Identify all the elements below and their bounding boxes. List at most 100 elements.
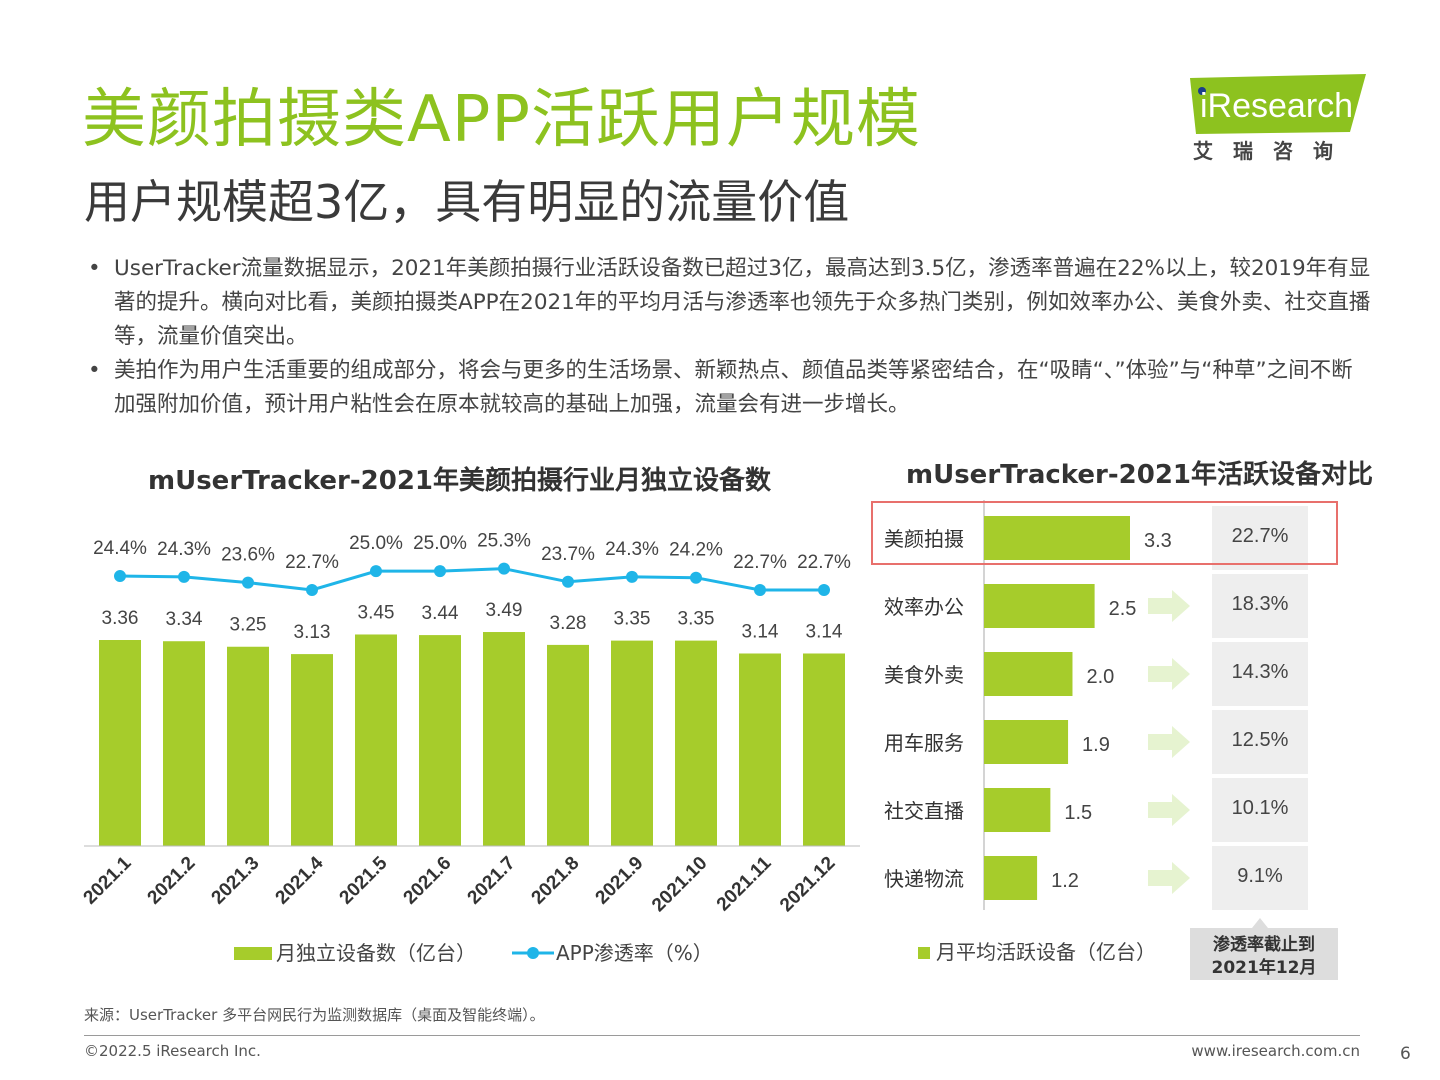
x-tick-label: 2021.6 xyxy=(400,853,456,909)
caption-line: 渗透率截止到 xyxy=(1213,934,1315,955)
x-tick-label: 2021.10 xyxy=(648,853,711,916)
penetration-cell xyxy=(1212,778,1308,842)
caption-pointer xyxy=(1252,918,1268,928)
line-value-label: 24.3% xyxy=(605,539,659,560)
bar-value-label: 3.14 xyxy=(806,621,843,642)
bar xyxy=(547,644,589,846)
legend-line-marker xyxy=(527,947,539,959)
bar xyxy=(483,632,525,846)
bar xyxy=(803,653,845,846)
line-value-label: 23.6% xyxy=(221,545,275,566)
penetration-value: 22.7% xyxy=(1232,525,1289,547)
bar xyxy=(984,856,1038,900)
penetration-cell xyxy=(1212,574,1308,638)
line-value-label: 25.0% xyxy=(413,533,467,554)
line-value-label: 24.4% xyxy=(93,538,147,559)
arrow-icon xyxy=(1148,726,1190,758)
bar xyxy=(291,654,333,846)
bar xyxy=(739,653,781,846)
logo-banner xyxy=(1190,74,1366,134)
penetration-cell xyxy=(1212,506,1308,570)
bullet-item: • 美拍作为用户生活重要的组成部分，将会与更多的生活场景、新颖热点、颜值品类等紧… xyxy=(84,354,1374,422)
category-label: 用车服务 xyxy=(884,731,964,755)
penetration-value: 9.1% xyxy=(1237,865,1283,887)
x-tick-label: 2021.8 xyxy=(528,853,584,909)
bar-value-label: 2.0 xyxy=(1086,666,1114,688)
bar xyxy=(675,640,717,846)
bar xyxy=(99,640,141,846)
line-point xyxy=(114,570,126,583)
line-point xyxy=(626,570,638,583)
penetration-value: 18.3% xyxy=(1232,593,1289,615)
website-link[interactable]: www.iresearch.com.cn xyxy=(1191,1042,1360,1060)
line-value-label: 24.3% xyxy=(157,539,211,560)
bar xyxy=(419,635,461,846)
bar xyxy=(611,640,653,846)
penetration-value: 10.1% xyxy=(1232,797,1289,819)
bar-value-label: 1.5 xyxy=(1064,802,1092,824)
caption-box xyxy=(1190,928,1338,980)
bar xyxy=(227,646,269,846)
bar-value-label: 3.45 xyxy=(358,602,395,623)
x-tick-label: 2021.9 xyxy=(592,853,648,909)
bar-value-label: 3.44 xyxy=(422,603,459,624)
bar xyxy=(984,516,1130,560)
active-device-comparison-chart: 美颜拍摄 3.3 22.7% 效率办公 2.5 18.3% 美食外卖 2.0 14.3% 用车服务… xyxy=(871,500,1338,980)
caption-line: 2021年12月 xyxy=(1212,957,1317,978)
legend-line-label: APP渗透率（%） xyxy=(556,941,713,965)
x-tick-label: 2021.11 xyxy=(713,852,776,915)
bullet-marker: • xyxy=(88,358,101,383)
bar xyxy=(984,720,1069,764)
right-chart-title: mUserTracker-2021年活跃设备对比 xyxy=(906,460,1373,490)
line-point xyxy=(242,576,254,589)
category-label: 美颜拍摄 xyxy=(884,527,964,551)
bar-value-label: 3.13 xyxy=(294,622,331,643)
line-point xyxy=(754,584,766,596)
line-point xyxy=(178,570,190,583)
bar-value-label: 3.25 xyxy=(230,615,267,636)
bar-value-label: 3.34 xyxy=(166,609,203,630)
category-label: 快递物流 xyxy=(884,867,964,891)
source-note: 来源：UserTracker 多平台网民行为监测数据库（桌面及智能终端）。 xyxy=(84,1006,545,1024)
bar xyxy=(984,584,1095,628)
page-number: 6 xyxy=(1400,1044,1411,1064)
arrow-icon xyxy=(1148,590,1190,622)
logo-text: iResearch xyxy=(1200,87,1354,125)
bar xyxy=(163,641,205,846)
bullet-marker: • xyxy=(88,256,101,281)
legend-label: 月平均活跃设备（亿台） xyxy=(936,940,1156,964)
logo-dot xyxy=(1198,87,1206,95)
line-value-label: 22.7% xyxy=(733,552,787,573)
line-point xyxy=(434,565,446,578)
penetration-cell xyxy=(1212,642,1308,706)
category-label: 美食外卖 xyxy=(884,663,964,687)
highlight-box xyxy=(871,501,1338,565)
page-title: 美颜拍摄类APP活跃用户规模 xyxy=(82,83,921,157)
bar-value-label: 1.2 xyxy=(1051,870,1079,892)
x-tick-label: 2021.2 xyxy=(144,853,200,909)
left-chart-title: mUserTracker-2021年美颜拍摄行业月独立设备数 xyxy=(148,466,771,496)
penetration-value: 12.5% xyxy=(1232,729,1289,751)
line-value-label: 25.0% xyxy=(349,533,403,554)
logo-subtext: 艾瑞咨询 xyxy=(1193,139,1353,163)
footer-divider xyxy=(84,1035,1360,1036)
bullet-item: • UserTracker流量数据显示，2021年美颜拍摄行业活跃设备数已超过3… xyxy=(84,252,1374,354)
line-point xyxy=(498,562,510,575)
bar-value-label: 3.14 xyxy=(742,621,779,642)
legend-bar-label: 月独立设备数（亿台） xyxy=(276,941,476,965)
legend-bar-swatch xyxy=(234,947,272,960)
line-point xyxy=(306,584,318,596)
penetration-cell xyxy=(1212,710,1308,774)
line-value-label: 24.2% xyxy=(669,540,723,561)
line-value-label: 22.7% xyxy=(285,552,339,573)
category-label: 效率办公 xyxy=(884,595,964,619)
bullet-text: UserTracker流量数据显示，2021年美颜拍摄行业活跃设备数已超过3亿，… xyxy=(114,256,1371,349)
x-tick-label: 2021.5 xyxy=(336,852,392,908)
bar-value-label: 3.35 xyxy=(614,609,651,630)
line-point xyxy=(370,565,382,578)
x-tick-label: 2021.3 xyxy=(208,853,264,909)
line-value-label: 22.7% xyxy=(797,552,851,573)
penetration-value: 14.3% xyxy=(1232,661,1289,683)
line-point xyxy=(562,575,574,588)
legend-swatch xyxy=(918,947,930,959)
